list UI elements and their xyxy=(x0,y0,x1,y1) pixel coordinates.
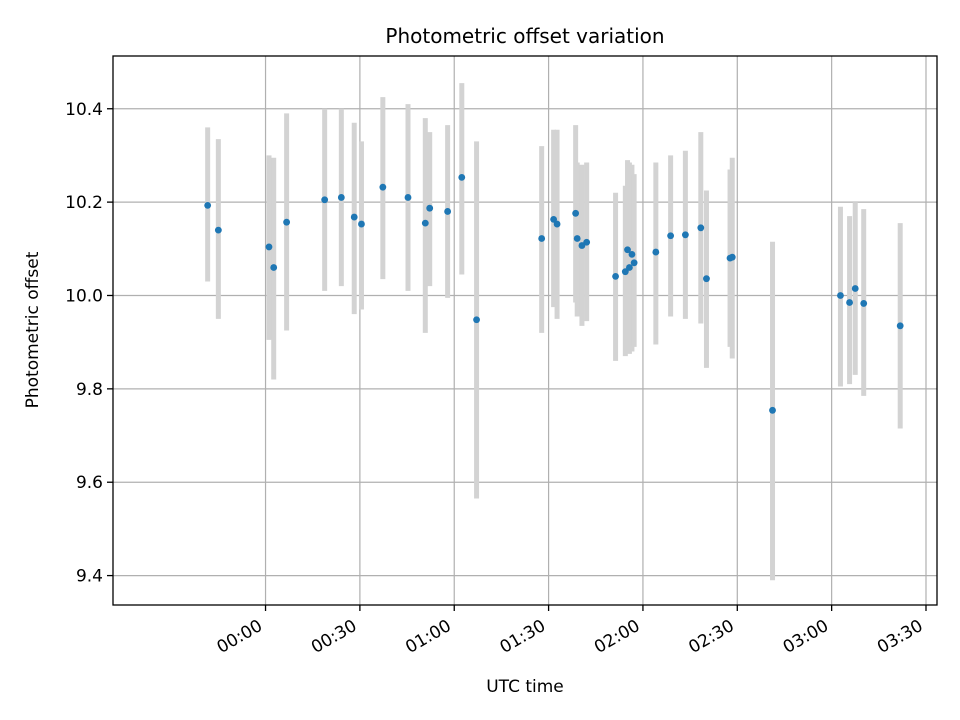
data-point xyxy=(458,173,466,181)
y-tick-label: 9.6 xyxy=(76,473,103,493)
chart-title: Photometric offset variation xyxy=(385,24,664,48)
data-point xyxy=(697,224,705,232)
grid xyxy=(113,56,937,605)
data-point xyxy=(553,220,561,228)
data-point xyxy=(896,322,904,330)
plot-frame xyxy=(112,55,938,606)
data-point xyxy=(421,219,429,227)
data-point xyxy=(358,220,365,228)
data-point xyxy=(572,209,580,217)
data-point xyxy=(379,183,387,191)
data-point xyxy=(583,238,591,246)
data-point xyxy=(630,259,638,267)
y-tick-label: 10.2 xyxy=(65,193,103,213)
data-point xyxy=(703,275,710,283)
data-point xyxy=(626,264,633,271)
data-point xyxy=(204,201,212,209)
data-point xyxy=(860,300,868,307)
data-point xyxy=(621,268,629,276)
y-axis-ticks: 9.4 9.6 9.8 10.0 10.2 10.4 xyxy=(65,100,113,587)
data-point xyxy=(652,248,660,256)
data-point xyxy=(283,218,291,226)
data-point xyxy=(550,215,558,223)
data-point xyxy=(265,243,273,251)
y-tick-label: 9.8 xyxy=(76,380,103,400)
data-point xyxy=(681,231,689,239)
data-point xyxy=(538,235,546,242)
data-point xyxy=(667,232,675,240)
data-point xyxy=(444,208,452,215)
data-point xyxy=(628,251,636,258)
data-point xyxy=(404,194,412,201)
data-point xyxy=(473,316,480,324)
data-point xyxy=(837,292,844,299)
data-point xyxy=(578,242,586,249)
data-point xyxy=(573,235,581,242)
data-point xyxy=(337,194,345,201)
data-point xyxy=(214,226,222,234)
data-point xyxy=(728,253,736,261)
data-point xyxy=(270,264,278,271)
x-axis-title: UTC time xyxy=(486,677,564,697)
y-axis-title: Photometric offset xyxy=(23,251,43,408)
data-point xyxy=(612,272,619,280)
data-point xyxy=(624,246,631,254)
data-point xyxy=(321,196,329,204)
data-point xyxy=(851,285,859,292)
data-point xyxy=(769,406,776,414)
data-point xyxy=(846,299,853,306)
y-tick-label: 10.0 xyxy=(65,286,103,306)
data-point xyxy=(350,213,358,221)
data-points xyxy=(204,173,904,414)
y-tick-label: 10.4 xyxy=(65,100,103,120)
y-tick-label: 9.4 xyxy=(76,567,103,587)
data-point xyxy=(426,204,434,212)
